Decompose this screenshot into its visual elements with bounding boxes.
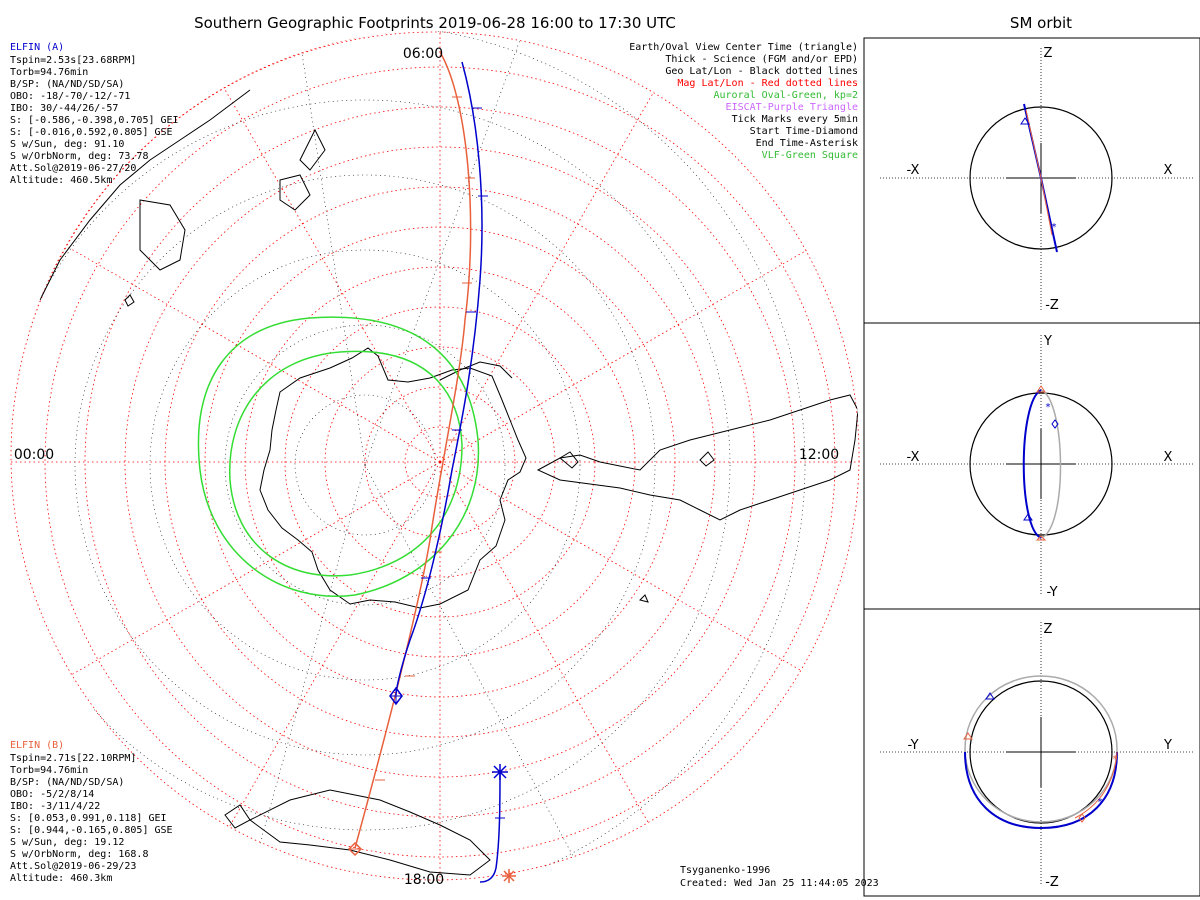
sat-b-line: S w/OrbNorm, deg: 168.8	[10, 849, 148, 860]
sat-b-line: S: [0.944,-0.165,0.805] GSE	[10, 825, 173, 836]
axis-label: Y	[1163, 738, 1172, 753]
axis-label: X	[1164, 163, 1173, 178]
sat-a-name: ELFIN (A)	[10, 42, 64, 53]
sat-a-line: S w/Sun, deg: 91.10	[10, 139, 124, 150]
orbit-panel-xy: * Y -Y -X X	[880, 334, 1195, 600]
axis-label: -X	[907, 163, 920, 178]
sat-a-line: Att.Sol@2019-06-27/20	[10, 163, 136, 174]
track-elfin-a	[395, 61, 501, 883]
svg-text:*: *	[1045, 402, 1051, 413]
sat-a-line: B/SP: (NA/ND/SD/SA)	[10, 79, 124, 90]
axis-label: X	[1164, 450, 1173, 465]
orbit-panel-frame	[863, 37, 1200, 897]
ticks-elfin-a	[421, 107, 505, 819]
coastlines	[39, 89, 859, 876]
svg-text:*: *	[1112, 754, 1118, 765]
sat-b-name: ELFIN (B)	[10, 740, 64, 751]
orbit-title: SM orbit	[1010, 14, 1072, 32]
sat-b-line: S w/Sun, deg: 19.12	[10, 837, 124, 848]
sat-a-info: ELFIN (A) Tspin=2.53s[23.68RPM] Torb=94.…	[10, 42, 179, 186]
legend-item: Geo Lat/Lon - Black dotted lines	[665, 66, 858, 77]
sat-a-line: S: [-0.016,0.592,0.805] GSE	[10, 127, 173, 138]
legend-item: Auroral Oval-Green, kp=2	[714, 90, 859, 101]
orbit-panel-yz: * * Z -Z -Y Y	[880, 622, 1195, 890]
axis-label: Z	[1044, 46, 1053, 61]
svg-text:*: *	[1097, 797, 1103, 808]
legend-item: Tick Marks every 5min	[732, 114, 858, 125]
time-label-left: 00:00	[14, 447, 54, 463]
legend-item: Thick - Science (FGM and/or EPD)	[665, 54, 858, 65]
sat-b-line: IBO: -3/11/4/22	[10, 801, 100, 812]
end-asterisk-b	[502, 869, 516, 883]
sat-b-line: Torb=94.76min	[10, 765, 88, 776]
auroral-oval	[197, 316, 480, 597]
end-asterisk-a	[492, 764, 508, 780]
sat-b-line: Tspin=2.71s[22.10RPM]	[10, 753, 136, 764]
model-label: Tsyganenko-1996	[680, 865, 770, 876]
created-label: Created: Wed Jan 25 11:44:05 2023	[680, 878, 879, 889]
polar-map: 06:00 00:00 12:00 18:00	[10, 31, 860, 888]
sat-a-line: Torb=94.76min	[10, 67, 88, 78]
legend-item: End Time-Asterisk	[756, 138, 858, 149]
sat-a-line: Tspin=2.53s[23.68RPM]	[10, 55, 136, 66]
axis-label: -Z	[1045, 298, 1059, 313]
orbit-panel-xz: * Z -Z -X X	[880, 46, 1195, 313]
legend-item: Mag Lat/Lon - Red dotted lines	[677, 78, 858, 89]
sat-b-line: B/SP: (NA/ND/SD/SA)	[10, 777, 124, 788]
legend: Earth/Oval View Center Time (triangle) T…	[629, 42, 858, 161]
sat-a-line: S: [-0.586,-0.398,0.705] GEI	[10, 115, 179, 126]
map-boundary	[10, 31, 860, 881]
time-label-top: 06:00	[403, 46, 443, 62]
sat-a-line: IBO: 30/-44/26/-57	[10, 103, 118, 114]
sat-a-line: OBO: -18/-70/-12/-71	[10, 91, 130, 102]
axis-label: -X	[907, 450, 920, 465]
axis-label: Z	[1044, 622, 1053, 637]
sat-b-line: Att.Sol@2019-06-29/23	[10, 861, 136, 872]
figure-title: Southern Geographic Footprints 2019-06-2…	[194, 14, 676, 32]
time-label-bottom: 18:00	[404, 872, 444, 888]
time-label-right: 12:00	[799, 447, 839, 463]
axis-label: Y	[1043, 334, 1052, 349]
sat-b-line: S: [0.053,0.991,0.118] GEI	[10, 813, 167, 824]
legend-item: Earth/Oval View Center Time (triangle)	[629, 42, 858, 53]
legend-item: Start Time-Diamond	[750, 126, 858, 137]
axis-label: -Y	[1046, 585, 1057, 600]
start-diamond-a	[389, 686, 403, 706]
axis-label: -Y	[907, 738, 918, 753]
sat-b-info: ELFIN (B) Tspin=2.71s[22.10RPM] Torb=94.…	[10, 740, 173, 884]
footer: Tsyganenko-1996 Created: Wed Jan 25 11:4…	[680, 865, 879, 889]
legend-item: EISCAT-Purple Triangle	[726, 102, 858, 113]
ticks-elfin-b	[375, 96, 475, 781]
geo-lat-circles	[10, 31, 806, 881]
axis-label: -Z	[1045, 875, 1059, 890]
svg-text:*: *	[1051, 222, 1057, 233]
sat-a-line: Altitude: 460.5km	[10, 175, 112, 186]
geo-lon-lines	[249, 39, 576, 881]
start-diamond-b	[347, 841, 363, 857]
sat-b-line: Altitude: 460.3km	[10, 873, 112, 884]
legend-item: VLF-Green Square	[762, 150, 858, 161]
sat-a-line: S w/OrbNorm, deg: 73.78	[10, 151, 148, 162]
sat-b-line: OBO: -5/2/8/14	[10, 789, 94, 800]
